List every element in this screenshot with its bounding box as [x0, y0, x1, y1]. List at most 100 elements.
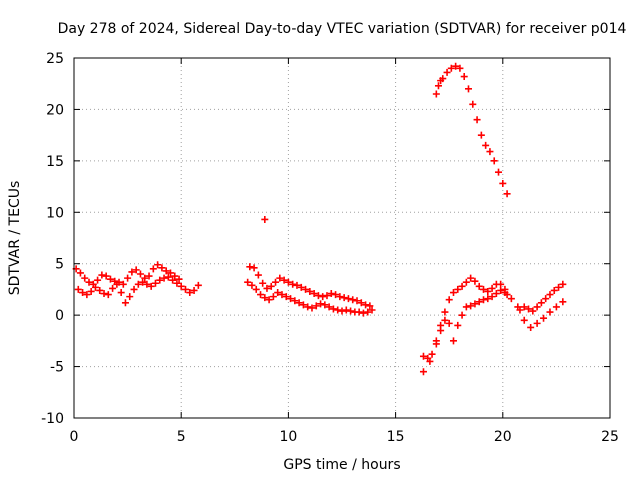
- data-point: [154, 261, 162, 269]
- data-point: [475, 298, 483, 306]
- data-point: [357, 299, 365, 307]
- x-tick-label: 15: [387, 429, 405, 445]
- data-point: [432, 90, 440, 98]
- chart-title: Day 278 of 2024, Sidereal Day-to-day VTE…: [58, 21, 627, 37]
- data-point: [295, 299, 303, 307]
- data-point: [424, 354, 432, 362]
- data-point: [460, 73, 468, 81]
- data-point: [516, 306, 524, 314]
- data-point: [269, 293, 277, 301]
- data-point: [126, 293, 134, 301]
- y-tick-label: 25: [46, 51, 64, 67]
- data-point: [501, 289, 509, 297]
- data-point: [437, 327, 445, 335]
- data-point: [497, 286, 505, 294]
- data-point: [537, 299, 545, 307]
- data-point: [162, 267, 170, 275]
- data-point: [310, 290, 318, 298]
- x-tick-label: 25: [601, 429, 619, 445]
- data-point: [177, 282, 185, 290]
- data-point: [546, 308, 554, 316]
- data-point: [338, 307, 346, 315]
- data-point: [166, 269, 174, 277]
- data-point: [190, 286, 198, 294]
- data-point: [366, 302, 374, 310]
- series-2: [74, 273, 202, 307]
- data-point: [289, 280, 297, 288]
- data-point: [98, 271, 106, 279]
- data-point: [428, 350, 436, 358]
- series-3: [246, 263, 374, 310]
- y-tick-label: -10: [41, 411, 64, 427]
- data-point: [529, 307, 537, 315]
- data-point: [278, 291, 286, 299]
- data-point: [419, 368, 427, 376]
- data-point: [276, 274, 284, 282]
- data-point: [130, 285, 138, 293]
- data-points: [72, 62, 567, 376]
- data-point: [96, 286, 104, 294]
- data-point: [139, 278, 147, 286]
- data-point: [445, 319, 453, 327]
- data-point: [344, 295, 352, 303]
- data-point: [81, 274, 89, 282]
- data-point: [559, 280, 567, 288]
- data-point: [462, 303, 470, 311]
- data-point: [332, 291, 340, 299]
- series-9: [516, 280, 567, 315]
- grid: [74, 58, 610, 418]
- data-point: [151, 279, 159, 287]
- data-point: [194, 281, 202, 289]
- data-point: [334, 306, 342, 314]
- data-point: [464, 85, 472, 93]
- data-point: [452, 62, 460, 70]
- data-point: [274, 289, 282, 297]
- data-point: [293, 281, 301, 289]
- data-point: [546, 291, 554, 299]
- plot-frame: [73, 57, 611, 419]
- series-1: [72, 261, 183, 288]
- data-point: [486, 148, 494, 156]
- data-point: [76, 269, 84, 277]
- data-point: [542, 295, 550, 303]
- data-point: [449, 337, 457, 345]
- data-point: [355, 308, 363, 316]
- data-point: [364, 308, 372, 316]
- data-point: [482, 141, 490, 149]
- data-point: [520, 303, 528, 311]
- data-point: [454, 285, 462, 293]
- data-point: [265, 296, 273, 304]
- x-tick-label: 10: [279, 429, 297, 445]
- data-point: [317, 300, 325, 308]
- data-point: [141, 274, 149, 282]
- data-point: [368, 306, 376, 314]
- data-point: [484, 287, 492, 295]
- data-point: [525, 305, 533, 313]
- data-point: [439, 75, 447, 83]
- data-point: [74, 285, 82, 293]
- data-point: [449, 289, 457, 297]
- data-point: [458, 311, 466, 319]
- x-tick-label: 0: [70, 429, 79, 445]
- data-point: [314, 292, 322, 300]
- data-point: [252, 285, 260, 293]
- data-point: [134, 280, 142, 288]
- data-point: [250, 264, 258, 272]
- data-point: [471, 277, 479, 285]
- data-point: [248, 281, 256, 289]
- data-point: [85, 278, 93, 286]
- data-point: [325, 303, 333, 311]
- data-point: [484, 295, 492, 303]
- data-point: [181, 285, 189, 293]
- data-point: [160, 274, 168, 282]
- data-point: [254, 271, 262, 279]
- data-point: [477, 131, 485, 139]
- y-tick-label: 20: [46, 102, 64, 118]
- data-point: [109, 284, 117, 292]
- data-point: [507, 295, 515, 303]
- data-point: [244, 278, 252, 286]
- data-point: [104, 291, 112, 299]
- data-point: [100, 290, 108, 298]
- data-point: [336, 293, 344, 301]
